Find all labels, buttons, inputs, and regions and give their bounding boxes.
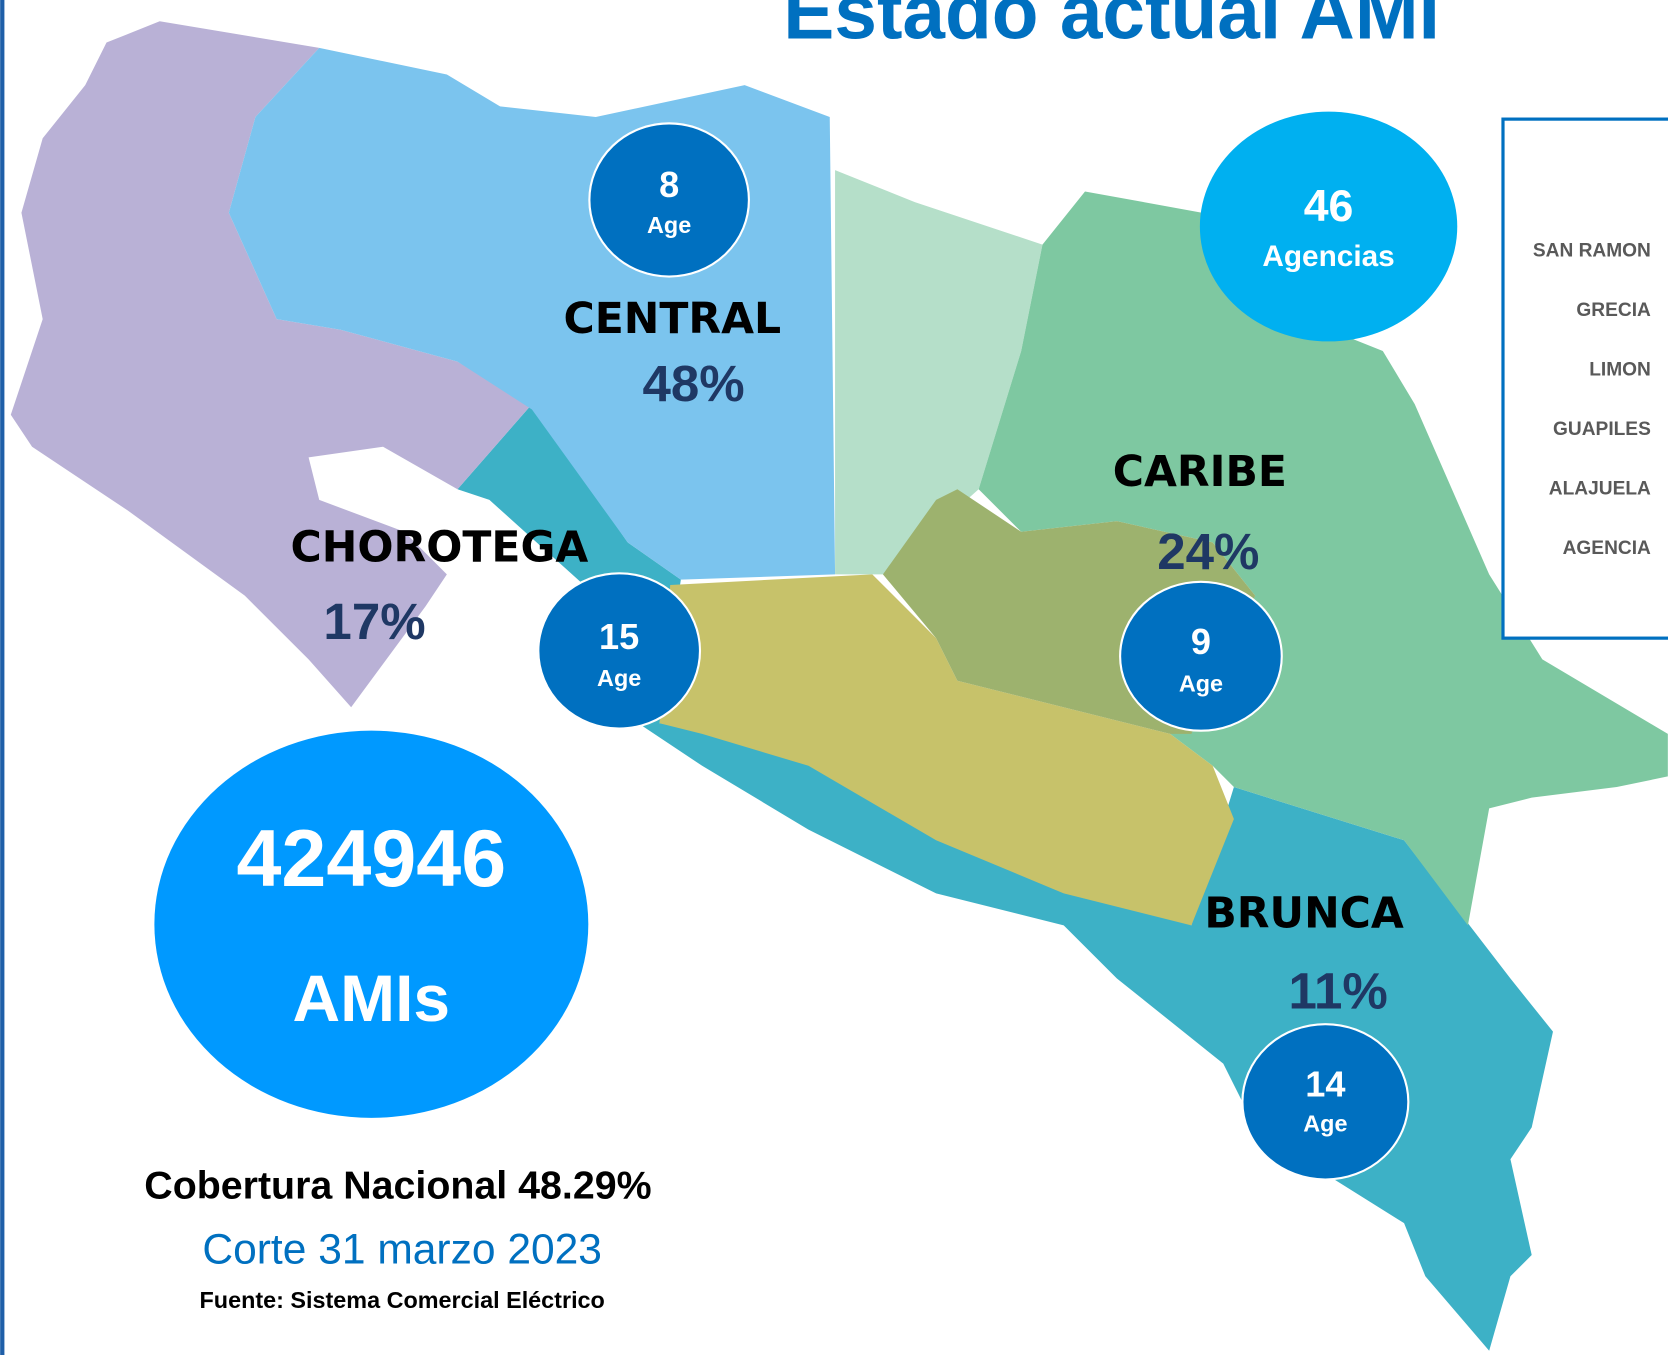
agency-count: 15 (599, 616, 639, 657)
region-share: 11% (1288, 962, 1387, 1019)
legend-row: SAN RAMON (1533, 240, 1651, 261)
agencies-total: 46 (1304, 182, 1354, 231)
legend-row: GRECIA (1576, 300, 1651, 321)
agency-circle (537, 572, 702, 730)
region-name: BRUNCA (1204, 889, 1404, 938)
legend: SAN RAMON GRECIA LIMON GUAPILES ALAJUELA… (1501, 117, 1668, 640)
amis-circle (154, 730, 589, 1118)
agency-label: Age (647, 212, 691, 238)
region-share: 24% (1157, 523, 1259, 580)
legend-row: LIMON (1589, 359, 1651, 380)
agency-count: 9 (1191, 621, 1211, 662)
agency-circle (588, 122, 750, 278)
title: Estado actual AMI (783, 0, 1440, 55)
region-share: 48% (643, 355, 745, 412)
legend-row: ALAJUELA (1549, 479, 1651, 500)
region-name: CHOROTEGA (291, 524, 589, 573)
region-name: CARIBE (1113, 448, 1287, 497)
region-share: 17% (323, 593, 425, 650)
central-south-region (659, 574, 1234, 926)
agency-label: Age (597, 665, 641, 691)
caribe-region (978, 191, 1668, 926)
source: Fuente: Sistema Comercial Eléctrico (200, 1287, 605, 1313)
left-border (0, 0, 5, 1355)
region-agencies: 8 Age 15 Age 9 Age 14 Age (537, 122, 1410, 1181)
agency-circle (1241, 1023, 1410, 1181)
date: Corte 31 marzo 2023 (202, 1226, 602, 1274)
legend-row: GUAPILES (1553, 419, 1651, 440)
agency-label: Age (1303, 1111, 1347, 1137)
region-name: CENTRAL (564, 295, 782, 344)
legend-box (1501, 117, 1668, 640)
chorotega-region (10, 21, 532, 708)
agencies-total-label: Agencias (1262, 240, 1394, 273)
coverage: Cobertura Nacional 48.29% (144, 1164, 651, 1208)
agency-circle (1119, 580, 1283, 732)
agency-count: 14 (1305, 1064, 1345, 1105)
agency-count: 8 (659, 164, 679, 205)
amis-label: AMIs (293, 961, 451, 1035)
agency-label: Age (1179, 670, 1223, 696)
caribe-north-region (835, 170, 1043, 575)
agencies-circle (1199, 111, 1458, 342)
legend-row: AGENCIA (1563, 538, 1651, 559)
amis-total: 424946 (236, 814, 506, 904)
